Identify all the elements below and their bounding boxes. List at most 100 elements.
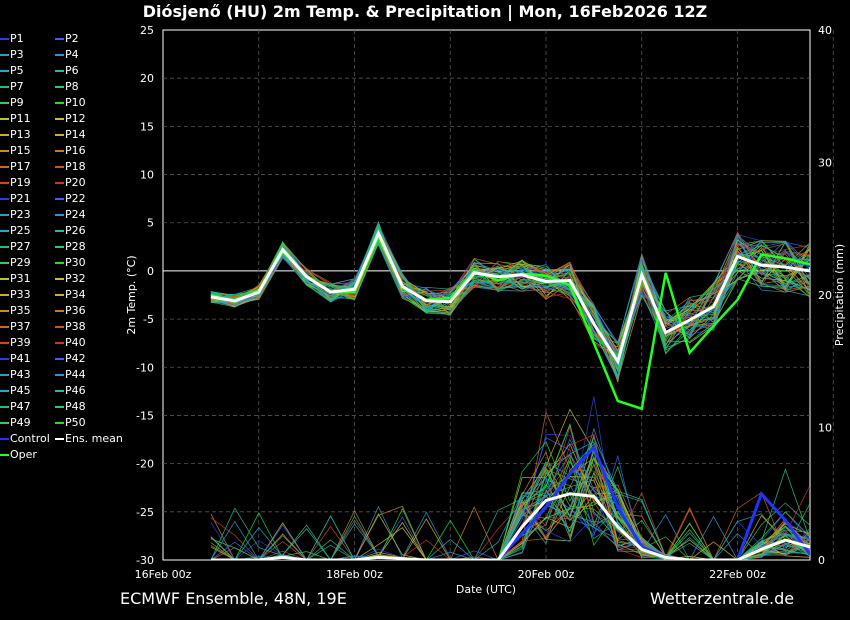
legend-entry: P31 bbox=[0, 272, 31, 286]
legend-entry: Ens. mean bbox=[55, 432, 123, 446]
legend-label: P45 bbox=[10, 384, 31, 397]
legend-entry: P42 bbox=[55, 352, 86, 366]
y-tick-label-left: 25 bbox=[140, 24, 154, 37]
legend-swatch bbox=[55, 214, 64, 216]
legend-swatch bbox=[55, 102, 64, 104]
legend-swatch bbox=[55, 390, 64, 392]
member-precip-line bbox=[210, 408, 810, 560]
legend-label: P38 bbox=[65, 320, 86, 333]
legend-entry: P28 bbox=[55, 240, 86, 254]
y-tick-label-left: 0 bbox=[147, 265, 154, 278]
legend-swatch bbox=[0, 150, 9, 152]
legend-label: P24 bbox=[65, 208, 86, 221]
legend-entry: P30 bbox=[55, 256, 86, 270]
legend-entry: P36 bbox=[55, 304, 86, 318]
legend-label: P20 bbox=[65, 176, 86, 189]
y-tick-label-left: -20 bbox=[136, 458, 154, 471]
legend-entry: P4 bbox=[55, 48, 79, 62]
legend-label: P23 bbox=[10, 208, 31, 221]
x-tick-label: 20Feb 00z bbox=[518, 568, 575, 581]
legend-swatch bbox=[0, 182, 9, 184]
legend-swatch bbox=[0, 214, 9, 216]
legend-label: P28 bbox=[65, 240, 86, 253]
member-temp-line bbox=[210, 233, 810, 373]
legend-entry: P25 bbox=[0, 224, 31, 238]
legend-swatch bbox=[55, 134, 64, 136]
legend-swatch bbox=[0, 454, 9, 456]
legend-swatch bbox=[55, 438, 64, 440]
legend-swatch bbox=[0, 70, 9, 72]
legend-label: P5 bbox=[10, 64, 24, 77]
legend-entry: Control bbox=[0, 432, 50, 446]
legend-label: P27 bbox=[10, 240, 31, 253]
x-axis-label: Date (UTC) bbox=[456, 583, 516, 596]
legend-entry: P7 bbox=[0, 80, 24, 94]
legend-label: P35 bbox=[10, 304, 31, 317]
legend-swatch bbox=[0, 326, 9, 328]
y-tick-label-right: 0 bbox=[818, 554, 825, 567]
legend-swatch bbox=[0, 102, 9, 104]
oper-temp-line bbox=[210, 234, 810, 411]
legend-label: P8 bbox=[65, 80, 79, 93]
legend-swatch bbox=[0, 438, 9, 440]
member-temp-line bbox=[210, 235, 810, 355]
legend-swatch bbox=[0, 54, 9, 56]
legend-entry: P29 bbox=[0, 256, 31, 270]
member-precip-line bbox=[210, 477, 810, 560]
member-temp-line bbox=[210, 220, 810, 344]
chart-title: Diósjenő (HU) 2m Temp. & Precipitation |… bbox=[142, 2, 708, 21]
legend-label: P41 bbox=[10, 352, 31, 365]
legend-entry: P5 bbox=[0, 64, 24, 78]
legend-swatch bbox=[55, 230, 64, 232]
x-tick-label: 16Feb 00z bbox=[135, 568, 192, 581]
legend-entry: P11 bbox=[0, 112, 31, 126]
site-credit: Wetterzentrale.de bbox=[650, 589, 795, 608]
legend-label: P6 bbox=[65, 64, 79, 77]
legend-entry: P22 bbox=[55, 192, 86, 206]
legend-swatch bbox=[0, 406, 9, 408]
legend-swatch bbox=[0, 118, 9, 120]
legend-entry: P10 bbox=[55, 96, 86, 110]
member-temp-line bbox=[210, 228, 810, 364]
legend-swatch bbox=[0, 422, 9, 424]
legend-swatch bbox=[0, 198, 9, 200]
member-temp-line bbox=[210, 233, 810, 383]
x-tick-label: 22Feb 00z bbox=[709, 568, 766, 581]
legend-entry: P12 bbox=[55, 112, 86, 126]
member-temp-line bbox=[210, 223, 810, 357]
legend-swatch bbox=[0, 390, 9, 392]
legend-swatch bbox=[0, 262, 9, 264]
legend-label: P36 bbox=[65, 304, 86, 317]
legend-entry: P43 bbox=[0, 368, 31, 382]
legend-label: P49 bbox=[10, 416, 31, 429]
legend-entry: P40 bbox=[55, 336, 86, 350]
y-tick-label-right: 20 bbox=[818, 289, 832, 302]
legend-entry: P48 bbox=[55, 400, 86, 414]
legend-entry: P1 bbox=[0, 32, 24, 46]
legend-swatch bbox=[55, 246, 64, 248]
legend-entry: P15 bbox=[0, 144, 31, 158]
legend-entry: P17 bbox=[0, 160, 31, 174]
legend-swatch bbox=[0, 310, 9, 312]
member-temp-line bbox=[210, 240, 810, 344]
legend-entry: P6 bbox=[55, 64, 79, 78]
y-axis-label-right: Precipitation (mm) bbox=[833, 244, 846, 346]
legend-swatch bbox=[55, 166, 64, 168]
legend-label: P18 bbox=[65, 160, 86, 173]
legend-entry: P47 bbox=[0, 400, 31, 414]
plot-area bbox=[210, 220, 810, 560]
legend-swatch bbox=[55, 38, 64, 40]
legend-entry: P49 bbox=[0, 416, 31, 430]
legend-swatch bbox=[55, 326, 64, 328]
legend-swatch bbox=[55, 342, 64, 344]
legend-entry: P27 bbox=[0, 240, 31, 254]
legend-swatch bbox=[55, 182, 64, 184]
legend-entry: P50 bbox=[55, 416, 86, 430]
legend-entry: P46 bbox=[55, 384, 86, 398]
y-tick-label-left: 5 bbox=[147, 217, 154, 230]
member-temp-line bbox=[210, 241, 810, 357]
member-precip-line bbox=[210, 488, 810, 560]
legend-label: Oper bbox=[10, 448, 37, 461]
legend-swatch bbox=[0, 278, 9, 280]
legend-entry: P41 bbox=[0, 352, 31, 366]
